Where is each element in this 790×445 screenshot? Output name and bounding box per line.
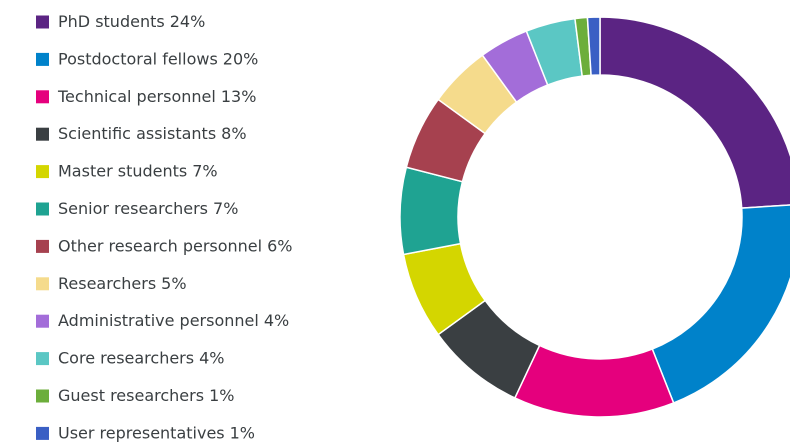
legend-swatch [36,389,49,403]
legend-name: Technical personnel [57,86,216,105]
legend-label: Guest researchers 1% [58,386,234,405]
legend-name: PhD students [58,12,165,31]
legend-label: Other research personnel 6% [58,236,292,255]
legend-name: Other research personnel [58,236,262,255]
legend-label: Core researchers 4% [58,348,224,367]
legend-label: Administrative personnel 4% [58,311,289,330]
legend-name: Core researchers [58,348,194,367]
legend-label: Technical personnel 13% [57,86,256,105]
legend-swatch [36,426,49,440]
legend-value: 5% [161,273,186,292]
legend-swatch [36,277,49,291]
donut-slice [599,16,790,209]
donut-slice [651,204,790,404]
legend-name: Postdoctoral fellows [58,49,218,68]
legend-value: 6% [267,236,292,255]
donut-slice [513,344,675,418]
legend-value: 7% [192,161,217,180]
legend-label: Master students 7% [58,161,218,180]
legend-name: Master students [58,161,187,180]
legend-name: Senior researchers [58,199,208,218]
legend-swatch [36,52,49,66]
legend-value: 7% [213,199,238,218]
legend-name: Guest researchers [58,386,204,405]
legend-swatch [36,15,49,29]
legend-label: Scientific assistants 8% [58,124,247,143]
legend-swatch [36,314,49,328]
legend-value: 8% [221,124,246,143]
legend-value: 4% [199,348,224,367]
legend-value: 13% [221,86,257,105]
legend-swatch [36,90,49,104]
legend-swatch [36,352,49,366]
legend-value: 1% [209,386,234,405]
legend-value: 4% [264,311,289,330]
legend-name: Researchers [58,273,156,292]
legend-name: Scientific assistants [58,124,216,143]
legend-value: 20% [223,49,259,68]
legend-name: User representatives [58,423,225,442]
legend-label: Senior researchers 7% [58,199,238,218]
legend-label: Researchers 5% [58,273,187,292]
legend-swatch [36,165,49,179]
legend-label: User representatives 1% [58,423,255,442]
legend-label: Postdoctoral fellows 20% [58,49,258,68]
legend-swatch [36,239,49,253]
legend-value: 24% [170,12,206,31]
legend-name: Administrative personnel [58,311,259,330]
legend-value: 1% [230,423,255,442]
legend-label: PhD students 24% [58,12,205,31]
legend-swatch [36,202,49,216]
donut-slice [586,16,601,77]
legend-swatch [36,127,49,141]
donut-slice [399,166,464,256]
